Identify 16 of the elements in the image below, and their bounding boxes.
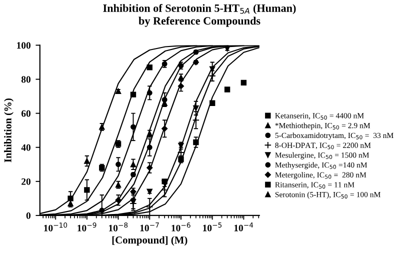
x-tick-label: 10$^{−10}$ xyxy=(44,222,68,232)
x-tick-label: 10$^{−7}$ xyxy=(140,222,159,232)
y-tick-label: 20 xyxy=(22,178,30,185)
x-tick-label: 10$^{−9}$ xyxy=(78,222,96,232)
chart-title: Inhibition of Serotonin 5-HT$_{5A}$ (Human) by Reference Compounds xyxy=(103,4,296,27)
x-tick-label: 10$^{−6}$ xyxy=(172,222,190,232)
x-tick-label: 10$^{−4}$ xyxy=(234,222,254,232)
y-tick-label: 80 xyxy=(21,76,30,83)
x-tick-label: 10$^{−8}$ xyxy=(109,222,128,232)
y-tick-label: 60 xyxy=(21,110,30,117)
x-tick-label: 10$^{−5}$ xyxy=(203,222,222,232)
y-tick-label: 40 xyxy=(21,144,30,151)
y-tick-label: 100 xyxy=(17,42,30,49)
y-tick-label: 0 xyxy=(26,212,30,219)
y-axis-title: Inhibition (%) xyxy=(4,98,14,162)
x-axis-title: [Compound] (M) xyxy=(112,236,188,246)
